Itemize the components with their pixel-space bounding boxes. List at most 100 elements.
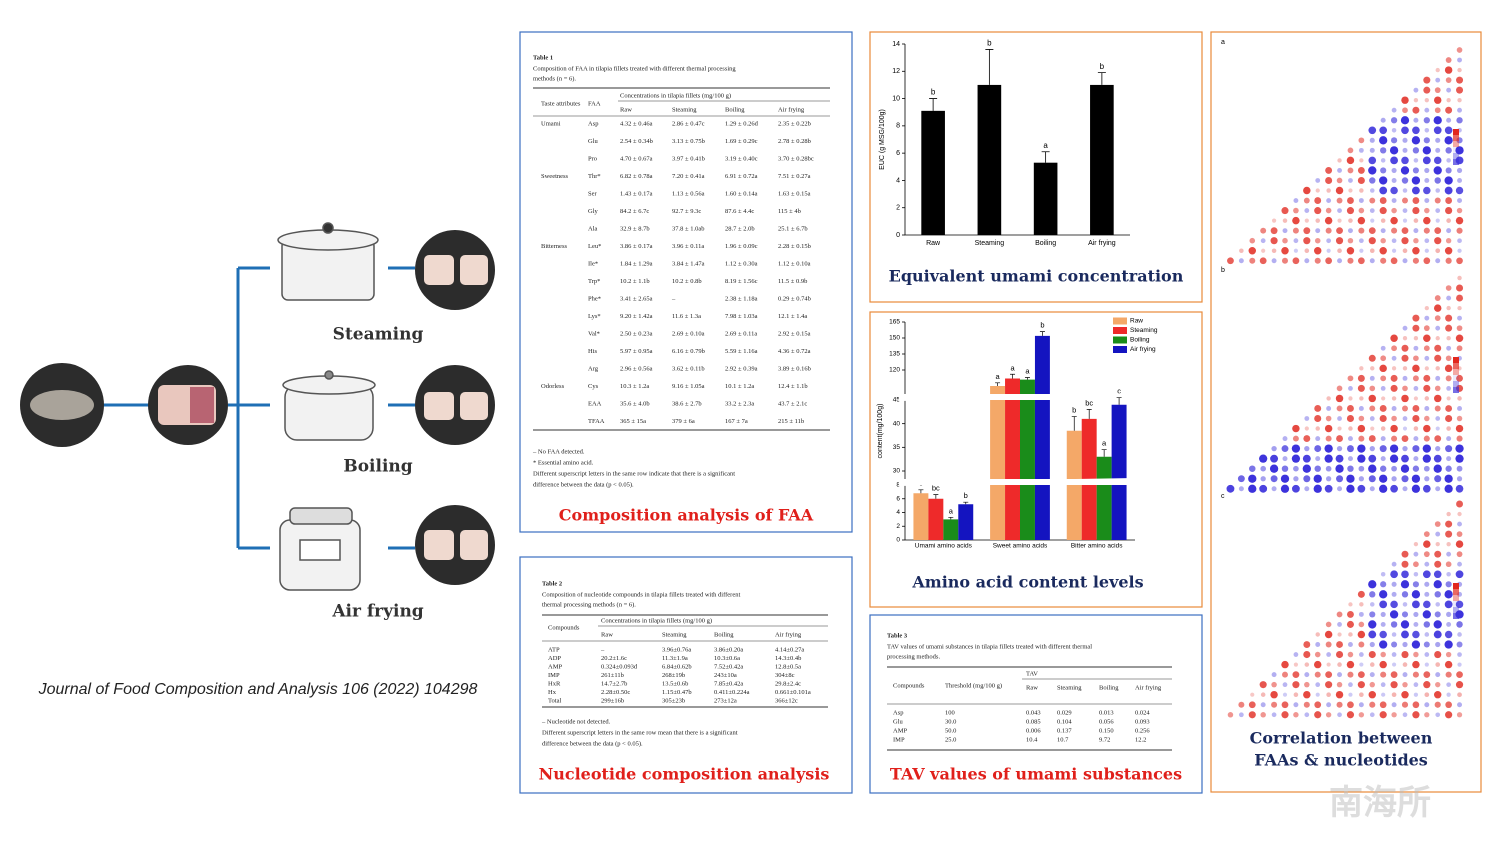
heatmap-cell	[1270, 475, 1278, 483]
heatmap-cell	[1368, 435, 1376, 442]
heatmap-cell	[1282, 218, 1288, 223]
heatmap-cell	[1435, 641, 1441, 648]
heatmap-cell	[1455, 216, 1464, 225]
heatmap-cell	[1347, 651, 1354, 658]
heatmap-cell	[1248, 711, 1256, 719]
table-cell: 11.5 ± 0.9b	[778, 278, 807, 285]
table-cell: 10.3 ± 1.2a	[620, 383, 649, 390]
table-cell: Total	[548, 697, 561, 704]
table-cell: Glu	[893, 718, 904, 725]
table-label: Table 1	[533, 54, 553, 61]
heatmap-cell	[1326, 662, 1331, 667]
heatmap-cell	[1271, 258, 1277, 264]
heatmap-cell	[1302, 454, 1311, 463]
x-tick-label: Boiling	[1035, 240, 1056, 247]
table-cell: 3.19 ± 0.40c	[725, 155, 758, 162]
table-cell: 1.12 ± 0.10a	[778, 260, 811, 267]
y-tick-label: 120	[889, 367, 900, 374]
heatmap-cell	[1336, 227, 1343, 235]
heatmap-cell	[1444, 364, 1453, 373]
heatmap-cell	[1314, 660, 1322, 669]
heatmap-cell	[1304, 486, 1310, 492]
table-cell: ATP	[548, 646, 560, 653]
heatmap-cell	[1369, 416, 1375, 421]
heatmap-cell	[1433, 630, 1442, 639]
heatmap-cell	[1337, 416, 1342, 421]
table-cell: 4.36 ± 0.72a	[778, 348, 811, 355]
heatmap-cell	[1445, 238, 1452, 244]
heatmap-cell	[1445, 285, 1452, 291]
heatmap-cell	[1368, 620, 1377, 629]
table-header: Compounds	[548, 624, 580, 631]
heatmap-cell	[1380, 581, 1387, 588]
heatmap-cell	[1313, 474, 1322, 483]
heatmap-cell	[1293, 248, 1298, 253]
heatmap-cell	[1402, 375, 1408, 381]
heatmap-cell	[1326, 248, 1331, 253]
heatmap-cell	[1304, 248, 1310, 254]
heatmap-cell	[1280, 474, 1290, 483]
heatmap-cell	[1337, 712, 1342, 718]
heatmap-cell	[1271, 248, 1277, 254]
heatmap-cell	[1337, 672, 1343, 678]
table-cell: 7.98 ± 1.03a	[725, 313, 758, 320]
heatmap-cell	[1456, 325, 1463, 332]
table-cell: 1.84 ± 1.29a	[620, 260, 653, 267]
heatmap	[1227, 47, 1464, 265]
heatmap-cell	[1391, 366, 1397, 371]
heatmap-cell	[1424, 366, 1429, 371]
heatmap-cell	[1435, 258, 1441, 264]
heatmap-cell	[1270, 690, 1278, 699]
table-cell: 0.29 ± 0.74b	[778, 295, 811, 302]
heatmap-cell	[1337, 208, 1342, 213]
heatmap-cell	[1347, 167, 1354, 174]
heatmap-cell	[1402, 188, 1408, 193]
heatmap-cell	[1271, 672, 1277, 678]
heatmap-cell	[1357, 424, 1366, 433]
table-cell: 261±11b	[601, 672, 624, 679]
bar	[958, 504, 974, 540]
heatmap-cell	[1435, 137, 1441, 143]
colorbar	[1453, 589, 1459, 595]
table-cell: 7.52±0.42a	[714, 663, 743, 670]
y-tick-label: 14	[892, 41, 900, 48]
heatmap-cell	[1457, 396, 1462, 401]
heatmap-cell	[1402, 445, 1408, 452]
heatmap-cell	[1445, 355, 1452, 362]
table-cell: 0.137	[1057, 727, 1072, 734]
table-cell: 0.024	[1135, 709, 1150, 716]
table-cell: Val*	[588, 330, 600, 337]
heatmap-cell	[1402, 426, 1408, 431]
heatmap-cell	[1292, 671, 1300, 679]
heatmap-cell	[1401, 177, 1409, 184]
heatmap-cell	[1392, 662, 1397, 667]
colorbar	[1453, 583, 1459, 589]
heatmap-cell	[1292, 424, 1300, 433]
table-cell: 38.6 ± 2.7b	[672, 400, 702, 407]
table-cell: 87.6 ± 4.4c	[725, 208, 754, 215]
axis-break	[898, 393, 1136, 401]
heatmap-cell	[1346, 156, 1355, 165]
heatmap-cell	[1260, 238, 1266, 244]
heatmap-cell	[1337, 167, 1342, 173]
heatmap-cell	[1433, 166, 1442, 175]
table-cell: 0.043	[1026, 709, 1041, 716]
heatmap-cell	[1456, 531, 1463, 537]
heatmap-cell	[1401, 611, 1409, 618]
heatmap-cell	[1379, 126, 1388, 135]
heatmap-cell	[1347, 701, 1354, 709]
heatmap-cell	[1424, 128, 1430, 133]
heatmap-cell	[1422, 484, 1431, 493]
heatmap-cell	[1380, 355, 1387, 362]
heatmap-cell	[1303, 690, 1311, 699]
table-cell: Ser	[588, 190, 598, 197]
heatmap-cell	[1379, 600, 1388, 609]
panel-caption: Nucleotide composition analysis	[539, 765, 830, 784]
heatmap-cell	[1348, 602, 1353, 607]
y-tick-label: 12	[892, 68, 900, 75]
heatmap-cell	[1424, 692, 1430, 698]
heatmap-cell	[1390, 621, 1398, 628]
heatmap-cell	[1357, 630, 1366, 639]
heatmap-cell	[1347, 147, 1354, 154]
heatmap-cell	[1446, 218, 1451, 223]
